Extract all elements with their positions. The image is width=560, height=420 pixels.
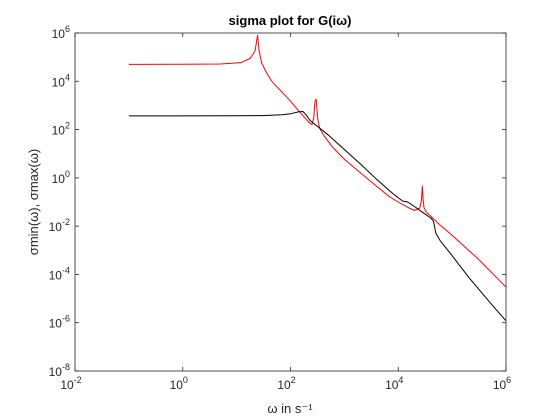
y-tick-label: 104 [52,72,70,89]
plot-area [75,33,506,371]
y-tick-label: 102 [52,121,70,138]
series-layer [128,34,507,322]
y-axis-label: σmin(ω), σmax(ω) [26,149,41,255]
x-tick-label: 10-2 [60,375,81,392]
series-line-sigma-min [128,111,507,322]
y-tick-label: 10-2 [49,217,70,234]
ticks-layer: 10-2 100 102 104 106 10-8 10-6 10-4 10-2 100 102 10… [49,24,512,392]
x-tick-label: 106 [493,375,511,392]
series-line-sigma-max [128,34,507,288]
y-tick-label: 10-6 [49,314,70,331]
y-tick-label: 106 [52,24,70,41]
y-tick-label: 100 [52,169,70,186]
x-tick-label: 100 [170,375,188,392]
y-tick-label: 10-8 [49,362,70,379]
x-axis-label: ω in s⁻¹ [267,401,313,416]
chart-title: sigma plot for G(iω) [229,13,352,28]
x-tick-label: 104 [385,375,403,392]
y-tick-label: 10-4 [49,265,70,282]
x-tick-label: 102 [277,375,295,392]
